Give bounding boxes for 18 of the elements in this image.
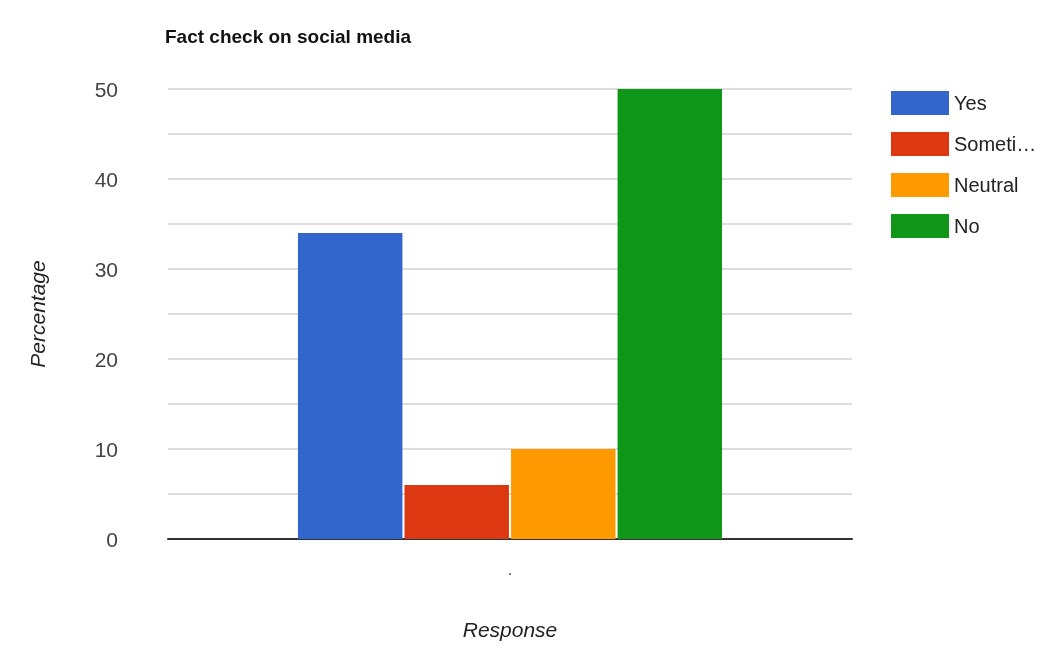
bar	[297, 233, 403, 539]
y-tick-label: 20	[94, 347, 118, 371]
chart-title: Fact check on social media	[165, 26, 412, 47]
y-tick-label: 50	[94, 77, 118, 101]
legend-label: Someti…	[954, 133, 1037, 155]
bar	[404, 485, 509, 539]
x-axis-title: Response	[462, 618, 558, 641]
legend-label: Neutral	[954, 174, 1019, 196]
y-tick-label: 0	[106, 527, 118, 551]
y-tick-label: 40	[94, 167, 118, 191]
bar	[511, 449, 616, 539]
y-tick-label: 10	[94, 437, 118, 461]
x-tick-label: .	[507, 560, 513, 578]
y-tick-label: 30	[94, 257, 118, 281]
legend-label: No	[954, 215, 980, 237]
legend-label: Yes	[954, 92, 987, 114]
bar	[617, 89, 723, 539]
y-axis-title: Percentage	[26, 260, 49, 368]
